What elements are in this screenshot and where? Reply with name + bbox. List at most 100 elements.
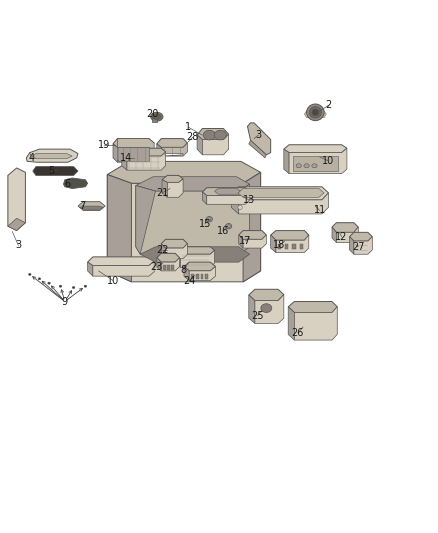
Polygon shape xyxy=(184,266,189,280)
Ellipse shape xyxy=(48,282,50,284)
Bar xyxy=(196,273,199,279)
Polygon shape xyxy=(175,247,215,254)
Polygon shape xyxy=(88,257,154,265)
Ellipse shape xyxy=(72,286,75,288)
Text: 21: 21 xyxy=(156,188,168,198)
Ellipse shape xyxy=(226,223,232,229)
Polygon shape xyxy=(332,227,336,243)
Polygon shape xyxy=(255,295,284,324)
Polygon shape xyxy=(161,244,166,259)
Polygon shape xyxy=(184,262,215,271)
Polygon shape xyxy=(284,145,347,152)
Polygon shape xyxy=(167,179,183,197)
Polygon shape xyxy=(271,231,309,240)
Ellipse shape xyxy=(84,285,87,287)
Text: 5: 5 xyxy=(49,166,55,176)
Polygon shape xyxy=(202,134,229,155)
Polygon shape xyxy=(239,184,250,254)
Polygon shape xyxy=(140,247,250,262)
Polygon shape xyxy=(88,262,93,276)
Polygon shape xyxy=(197,135,202,155)
Ellipse shape xyxy=(203,130,215,140)
Text: 2: 2 xyxy=(325,100,332,110)
Ellipse shape xyxy=(304,164,309,168)
Polygon shape xyxy=(288,307,294,340)
Text: 11: 11 xyxy=(314,205,326,215)
Ellipse shape xyxy=(307,104,324,120)
Ellipse shape xyxy=(238,205,242,209)
Polygon shape xyxy=(113,139,154,147)
Text: 20: 20 xyxy=(146,109,159,119)
Polygon shape xyxy=(166,244,187,259)
Text: 10: 10 xyxy=(107,276,119,286)
Polygon shape xyxy=(93,261,154,276)
Polygon shape xyxy=(243,235,266,248)
Polygon shape xyxy=(189,266,215,280)
Bar xyxy=(163,265,166,270)
Polygon shape xyxy=(118,147,149,160)
Text: 16: 16 xyxy=(217,225,230,236)
Polygon shape xyxy=(239,235,243,248)
Text: 3: 3 xyxy=(255,130,261,140)
Polygon shape xyxy=(207,191,250,204)
Ellipse shape xyxy=(206,216,212,222)
Polygon shape xyxy=(161,239,187,248)
Polygon shape xyxy=(33,154,72,159)
Polygon shape xyxy=(276,235,309,253)
Polygon shape xyxy=(336,227,358,243)
Bar xyxy=(171,265,174,270)
Polygon shape xyxy=(231,187,328,200)
Polygon shape xyxy=(161,143,187,156)
Text: 7: 7 xyxy=(79,201,85,211)
Polygon shape xyxy=(157,144,161,156)
Polygon shape xyxy=(26,149,78,162)
Polygon shape xyxy=(247,123,271,155)
Bar xyxy=(167,265,170,270)
Polygon shape xyxy=(180,251,215,268)
Polygon shape xyxy=(249,140,266,158)
Polygon shape xyxy=(239,231,266,239)
Polygon shape xyxy=(136,185,155,254)
Bar xyxy=(152,114,157,122)
Polygon shape xyxy=(288,302,337,312)
Bar xyxy=(191,273,194,279)
Text: 15: 15 xyxy=(199,219,211,229)
Text: 8: 8 xyxy=(180,265,186,275)
Text: 1: 1 xyxy=(185,122,191,132)
Polygon shape xyxy=(8,168,25,231)
Polygon shape xyxy=(33,167,78,175)
Polygon shape xyxy=(107,161,261,183)
Polygon shape xyxy=(350,237,354,254)
Text: 17: 17 xyxy=(239,236,251,246)
Polygon shape xyxy=(162,180,167,197)
Polygon shape xyxy=(157,258,161,271)
Text: 4: 4 xyxy=(28,153,35,163)
Polygon shape xyxy=(8,219,25,231)
Text: 3: 3 xyxy=(15,240,21,251)
Text: 18: 18 xyxy=(273,240,286,251)
Ellipse shape xyxy=(312,109,319,116)
Bar xyxy=(300,244,303,249)
Polygon shape xyxy=(136,177,250,191)
Bar xyxy=(205,273,208,279)
Ellipse shape xyxy=(151,112,163,121)
Polygon shape xyxy=(202,192,207,204)
Ellipse shape xyxy=(296,164,301,168)
Polygon shape xyxy=(243,172,261,282)
Text: 24: 24 xyxy=(183,276,195,286)
Polygon shape xyxy=(78,201,105,211)
Bar xyxy=(285,244,289,249)
Text: 12: 12 xyxy=(336,232,348,242)
Polygon shape xyxy=(117,139,154,162)
Polygon shape xyxy=(80,206,103,209)
Text: 6: 6 xyxy=(65,179,71,189)
Polygon shape xyxy=(293,156,338,171)
Polygon shape xyxy=(127,152,166,170)
Polygon shape xyxy=(294,307,337,340)
Text: 9: 9 xyxy=(62,296,68,306)
Text: 26: 26 xyxy=(292,328,304,338)
Text: 27: 27 xyxy=(352,242,364,252)
Polygon shape xyxy=(64,178,88,189)
Polygon shape xyxy=(197,128,229,140)
Polygon shape xyxy=(157,253,180,262)
